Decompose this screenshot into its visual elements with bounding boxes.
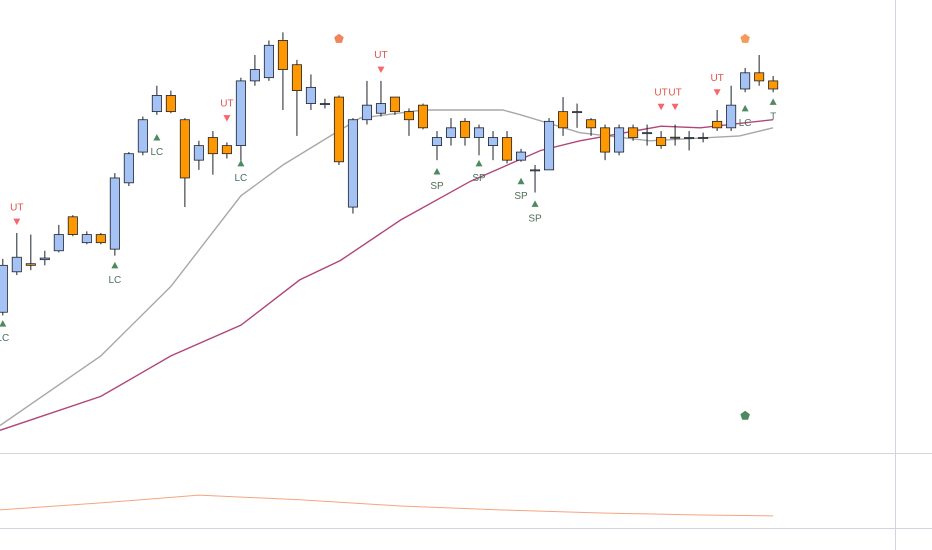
candle-body [347,119,358,208]
candle-body [109,177,120,250]
candle-body [375,103,386,114]
candle-body [193,145,204,161]
flag-marker [740,410,750,420]
candle-body [473,127,485,138]
signal-marker [223,115,231,122]
candle-body [586,119,597,129]
candle-body [628,127,639,138]
signal-label: LC [108,275,121,286]
candle-body [417,104,429,129]
candle-body [81,234,92,244]
candle-body [249,69,260,82]
candle-body [698,137,709,139]
signal-marker [713,89,721,96]
signal-marker [237,159,245,167]
candle-body [291,64,302,92]
candle-body [165,95,176,113]
candle-body [642,132,653,135]
signal-marker [377,66,385,74]
candle-body [558,111,569,129]
labels-layer: LCUTLCLCUTLCUTSPSPSPSPUTUTUTLCT [0,50,776,344]
signal-label: LC [150,147,163,158]
candle-body [445,127,457,138]
candle-body [530,169,541,172]
candle-body [123,153,134,184]
signal-label: SP [472,173,486,184]
signal-label: LC [0,333,9,344]
candle-body [768,80,779,90]
candle-body [502,137,513,161]
candle-body [151,95,162,113]
candle-body [53,234,64,252]
candle-body [221,145,232,155]
candle-body [263,44,274,79]
candle-body [25,263,36,266]
candle-body [319,103,330,105]
candle-body [389,96,400,113]
candle-body [614,127,625,153]
candle-body [277,40,288,70]
signal-marker [111,261,119,269]
signal-marker [671,103,679,111]
candle-body [403,111,415,121]
candle-body [333,96,344,163]
flag-marker [334,33,344,43]
candle-body [431,137,443,147]
flag-marker [740,33,750,43]
candle-body [670,136,681,139]
signal-label: T [770,112,776,123]
candle-body [361,104,372,121]
candle-body [305,86,316,104]
candle-body [137,119,148,153]
candle-body [11,256,22,273]
signal-marker [153,134,161,141]
moving-average-line [0,119,774,431]
signal-marker [13,218,21,226]
signal-marker [475,159,483,167]
candle-body [712,120,723,129]
signal-label: LC [739,118,752,129]
signal-label: UT [710,73,723,84]
signal-marker [0,320,7,327]
candle-body [516,151,527,161]
signal-marker [769,98,777,105]
marks-layer [0,32,779,517]
signal-label: UT [220,99,233,110]
candle-body [487,137,499,147]
signal-label: UT [654,87,667,98]
candle-body [726,104,737,129]
signal-marker [741,104,749,112]
volume-ma-line [0,494,774,517]
moving-average-line [0,109,774,427]
candle-body [0,264,8,313]
candle-body [39,257,50,261]
signal-label: UT [10,202,23,213]
signal-label: SP [430,181,444,192]
signal-label: SP [528,213,542,224]
signal-marker [531,200,539,207]
candle-body [544,120,555,171]
candle-body [656,137,667,147]
candle-body [572,111,583,114]
candle-body [95,234,106,244]
candle-body [179,119,190,179]
candle-body [600,127,611,153]
signal-marker [433,167,441,175]
signal-label: UT [374,50,387,61]
candle-body [207,137,218,155]
candle-body [67,216,78,235]
signal-marker [517,177,525,185]
candle-body [684,137,695,139]
signal-marker [657,103,665,111]
signal-label: LC [235,173,248,184]
candle-body [235,80,246,147]
signal-label: SP [514,191,528,202]
candle-body [754,72,765,82]
candle-body [740,72,751,90]
signal-label: UT [668,87,681,98]
candle-body [459,120,471,138]
